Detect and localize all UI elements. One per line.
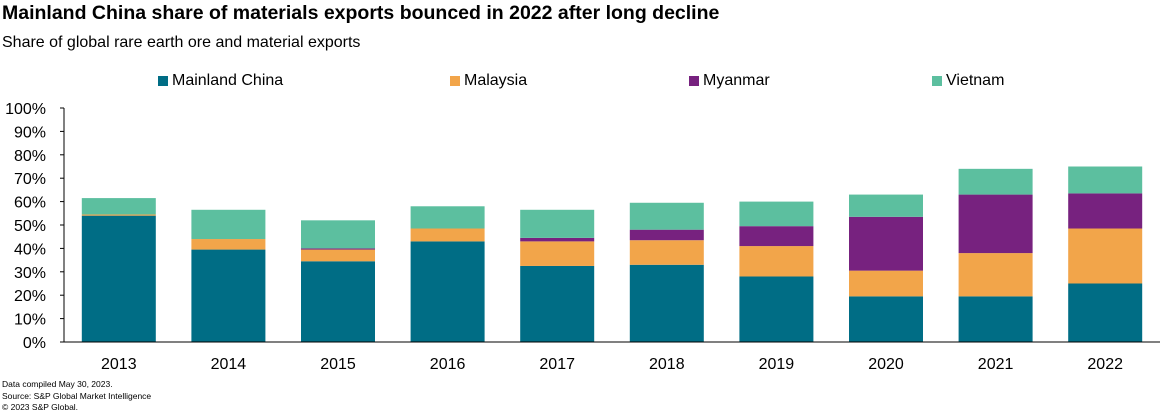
- legend-item-myanmar: Myanmar: [689, 72, 770, 90]
- bar-segment-malaysia-2015: [301, 249, 375, 262]
- y-tick-label: 10%: [14, 312, 46, 329]
- bar-segment-vietnam-2022: [1068, 166, 1143, 194]
- bar-segment-vietnam-2016: [410, 206, 485, 229]
- chart-legend: Mainland China Malaysia Myanmar Vietnam: [0, 72, 1162, 92]
- y-tick-label: 100%: [5, 101, 46, 118]
- x-tick-label: 2018: [649, 356, 685, 373]
- y-tick-label: 70%: [14, 171, 46, 188]
- bar-segment-mainland-china-2021: [958, 296, 1033, 342]
- bar-segment-malaysia-2019: [739, 246, 814, 277]
- legend-label-vietnam: Vietnam: [946, 72, 1005, 89]
- bar-segment-vietnam-2014: [191, 209, 266, 240]
- legend-swatch-mainland-china: [158, 76, 168, 86]
- y-tick-label: 30%: [14, 265, 46, 282]
- bar-segment-mainland-china-2019: [739, 276, 814, 342]
- bar-segment-mainland-china-2018: [629, 264, 704, 342]
- legend-item-mainland-china: Mainland China: [158, 72, 283, 90]
- bar-segment-malaysia-2013: [81, 214, 156, 216]
- bar-segment-myanmar-2018: [629, 229, 704, 241]
- x-tick-label: 2014: [211, 356, 247, 373]
- bar-segment-malaysia-2016: [410, 228, 485, 242]
- bar-segment-mainland-china-2015: [301, 261, 375, 342]
- y-tick-label: 80%: [14, 148, 46, 165]
- bar-segment-myanmar-2020: [849, 216, 923, 271]
- bar-segment-malaysia-2014: [191, 239, 266, 250]
- x-tick-label: 2019: [759, 356, 795, 373]
- legend-swatch-myanmar: [689, 76, 699, 86]
- legend-swatch-vietnam: [932, 76, 942, 86]
- bar-segment-malaysia-2021: [958, 253, 1033, 297]
- legend-label-malaysia: Malaysia: [464, 72, 528, 89]
- legend-label-myanmar: Myanmar: [703, 72, 770, 89]
- x-tick-label: 2015: [320, 356, 356, 373]
- bar-segment-vietnam-2015: [301, 220, 375, 249]
- bar-segment-mainland-china-2017: [520, 265, 595, 342]
- chart-subtitle: Share of global rare earth ore and mater…: [2, 34, 361, 51]
- y-tick-label: 20%: [14, 288, 46, 305]
- footnotes: Data compiled May 30, 2023. Source: S&P …: [2, 379, 151, 414]
- bar-segment-myanmar-2017: [520, 237, 595, 242]
- bar-segment-mainland-china-2013: [81, 215, 156, 342]
- y-tick-label: 40%: [14, 241, 46, 258]
- legend-label-mainland-china: Mainland China: [172, 72, 284, 89]
- bar-segment-myanmar-2015: [301, 248, 375, 250]
- bar-segment-vietnam-2013: [81, 198, 156, 215]
- x-tick-label: 2021: [978, 356, 1014, 373]
- bar-segment-vietnam-2018: [629, 202, 704, 230]
- bar-segment-vietnam-2020: [849, 194, 923, 217]
- footnote-source: Source: S&P Global Market Intelligence: [2, 390, 152, 401]
- bar-segment-mainland-china-2016: [410, 241, 485, 342]
- y-tick-label: 50%: [14, 218, 46, 235]
- bar-segment-malaysia-2020: [849, 270, 923, 297]
- bar-segment-vietnam-2021: [958, 168, 1033, 195]
- x-tick-label: 2022: [1087, 356, 1123, 373]
- bar-segment-mainland-china-2022: [1068, 283, 1143, 342]
- x-tick-label: 2016: [430, 356, 466, 373]
- legend-item-malaysia: Malaysia: [450, 72, 527, 90]
- bar-segment-malaysia-2018: [629, 240, 704, 265]
- bar-segment-malaysia-2017: [520, 241, 595, 266]
- x-tick-label: 2013: [101, 356, 137, 373]
- chart-title: Mainland China share of materials export…: [2, 2, 720, 24]
- footnote-data-compiled: Data compiled May 30, 2023.: [2, 379, 113, 389]
- legend-item-vietnam: Vietnam: [932, 72, 1004, 90]
- bar-segment-myanmar-2022: [1068, 193, 1143, 229]
- bar-segment-vietnam-2019: [739, 201, 814, 227]
- bar-segment-mainland-china-2014: [191, 249, 266, 342]
- bar-segment-myanmar-2021: [958, 194, 1033, 254]
- x-tick-label: 2020: [868, 356, 904, 373]
- bar-segment-mainland-china-2020: [849, 296, 923, 342]
- y-tick-label: 60%: [14, 195, 46, 212]
- footnote-copyright: © 2023 S&P Global.: [2, 402, 79, 412]
- x-tick-label: 2017: [539, 356, 575, 373]
- bar-segment-vietnam-2017: [520, 209, 595, 238]
- y-tick-label: 0%: [23, 335, 46, 352]
- bar-segment-malaysia-2022: [1068, 228, 1143, 284]
- legend-swatch-malaysia: [450, 76, 460, 86]
- bar-segment-myanmar-2019: [739, 226, 814, 247]
- y-tick-label: 90%: [14, 124, 46, 141]
